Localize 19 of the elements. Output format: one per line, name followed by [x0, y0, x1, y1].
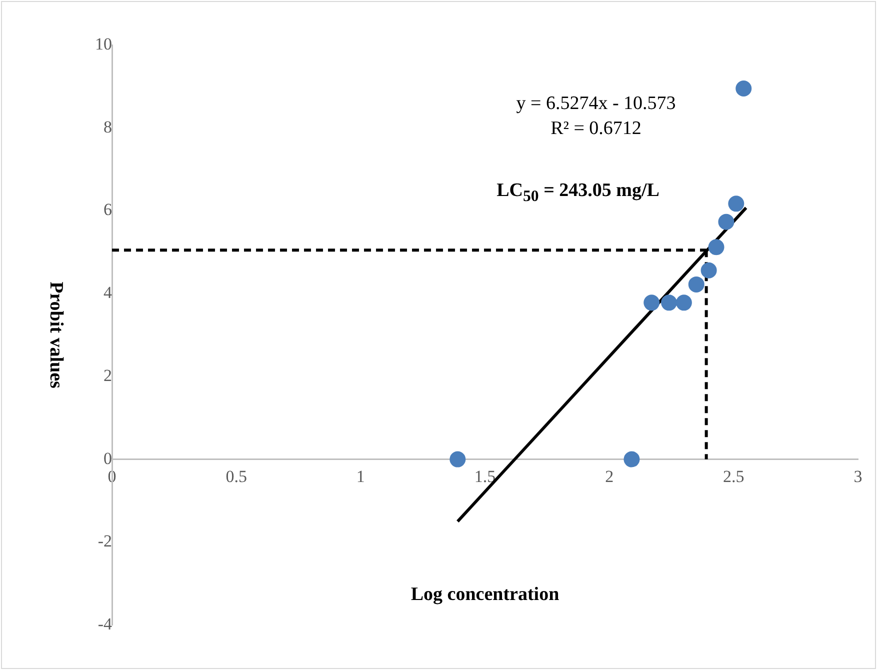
y-tick-label: 10	[95, 34, 112, 54]
y-tick-label: 6	[104, 200, 112, 220]
y-axis-title: Probit values	[46, 282, 67, 388]
x-tick-label: 2	[605, 466, 614, 486]
y-tick-label: 2	[104, 366, 112, 385]
annotation: LC$_{50}$ = 243.05 mg/L	[496, 180, 660, 206]
x-tick-label: 0.5	[226, 466, 247, 486]
x-axis-title: Log concentration	[410, 584, 560, 605]
annotation: y = 6.5274x - 10.573	[516, 93, 676, 115]
y-tick-label: 8	[104, 117, 112, 136]
x-tick-label: 3	[854, 466, 862, 486]
x-tick-label: 2.5	[723, 466, 744, 486]
annotation: R² = 0.6712	[550, 118, 642, 140]
y-tick-label: 0	[104, 448, 112, 468]
y-tick-label: -2	[98, 532, 112, 551]
x-tick-label: 1	[356, 466, 365, 486]
x-tick-label: 1.5	[474, 466, 496, 486]
y-tick-label: 4	[104, 283, 112, 302]
y-tick-label: -4	[98, 614, 112, 634]
